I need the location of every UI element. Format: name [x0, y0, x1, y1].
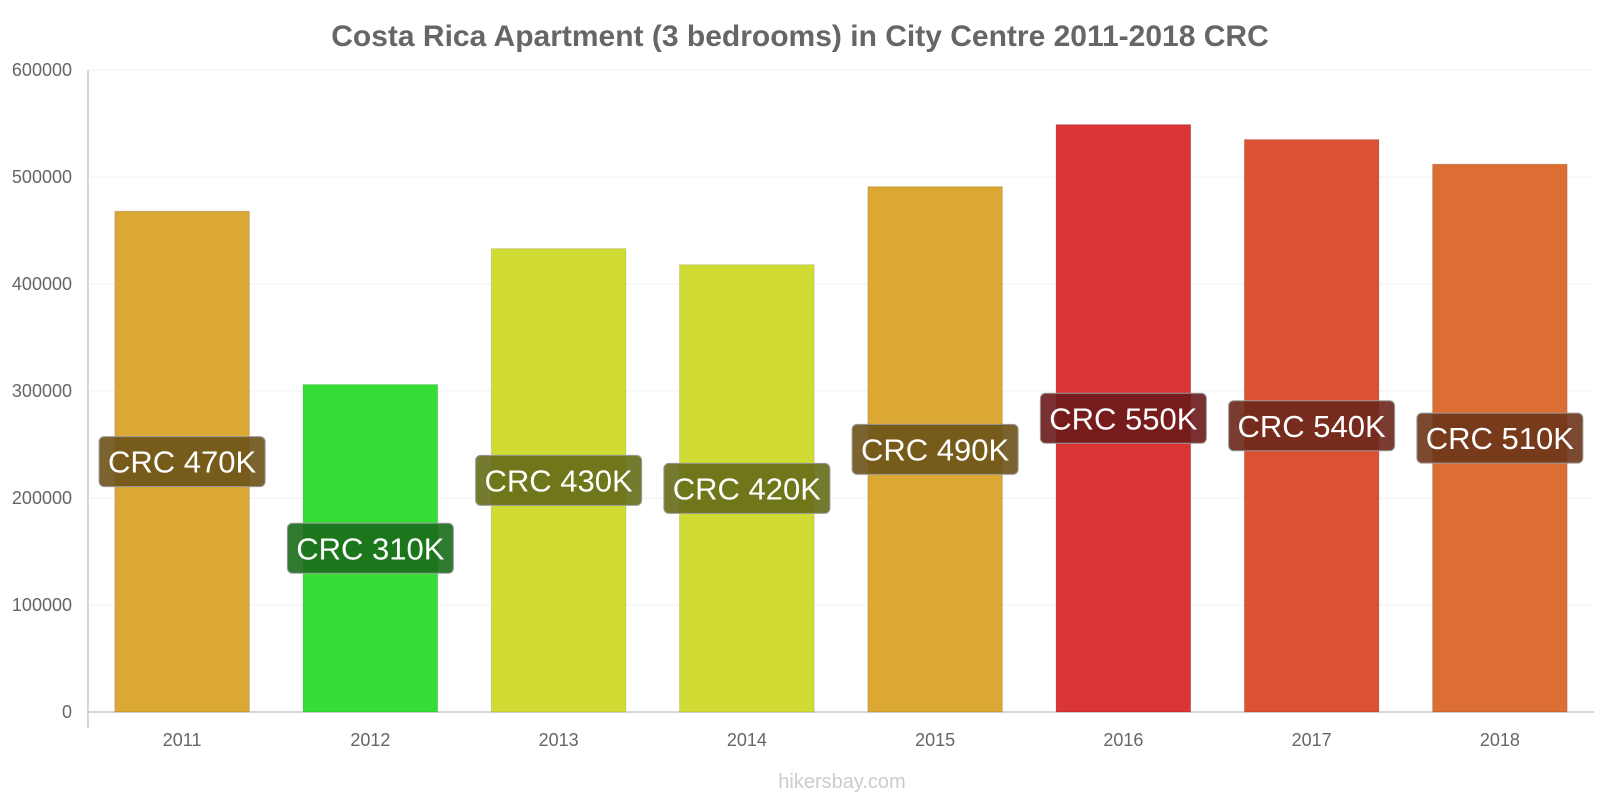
- y-tick-label: 500000: [12, 167, 72, 187]
- data-label: CRC 510K: [1426, 421, 1574, 456]
- y-tick-label: 600000: [12, 60, 72, 80]
- chart-title: Costa Rica Apartment (3 bedrooms) in Cit…: [331, 20, 1269, 53]
- y-tick-label: 100000: [12, 595, 72, 615]
- data-label: CRC 420K: [673, 471, 821, 506]
- data-label-box: [663, 462, 831, 514]
- y-tick-label: 400000: [12, 274, 72, 294]
- x-tick-label: 2015: [915, 730, 955, 750]
- x-tick-label: 2012: [350, 730, 390, 750]
- data-label-box: [1039, 392, 1207, 444]
- data-label-box: [286, 522, 454, 574]
- y-tick-label: 300000: [12, 381, 72, 401]
- y-tick-label: 200000: [12, 488, 72, 508]
- x-tick-label: 2013: [539, 730, 579, 750]
- credit-text: hikersbay.com: [778, 771, 905, 793]
- data-label: CRC 490K: [861, 432, 1009, 467]
- y-tick-label: 0: [62, 702, 72, 722]
- data-label-box: [475, 454, 643, 506]
- x-tick-label: 2017: [1292, 730, 1332, 750]
- data-label: CRC 470K: [108, 445, 256, 480]
- data-label-box: [851, 423, 1019, 475]
- data-label-box: [98, 436, 266, 488]
- x-axis-ticks: 2011 2012 2013 2014 2015 2016 2017 2018: [163, 730, 1520, 750]
- data-label-box: [1416, 412, 1584, 464]
- x-tick-label: 2011: [163, 730, 202, 750]
- x-tick-label: 2016: [1103, 730, 1143, 750]
- data-label: CRC 310K: [296, 531, 444, 566]
- data-label-box: [1228, 400, 1396, 452]
- x-tick-label: 2018: [1480, 730, 1520, 750]
- data-label: CRC 550K: [1049, 401, 1197, 436]
- x-tick-label: 2014: [727, 730, 767, 750]
- data-label: CRC 430K: [485, 463, 633, 498]
- y-axis-ticks: 0 100000 200000 300000 400000 500000 600000: [12, 60, 72, 722]
- data-labels: CRC 470K CRC 310K CRC 430K CRC 420K CRC 490K…: [98, 392, 1584, 574]
- data-label: CRC 540K: [1238, 409, 1386, 444]
